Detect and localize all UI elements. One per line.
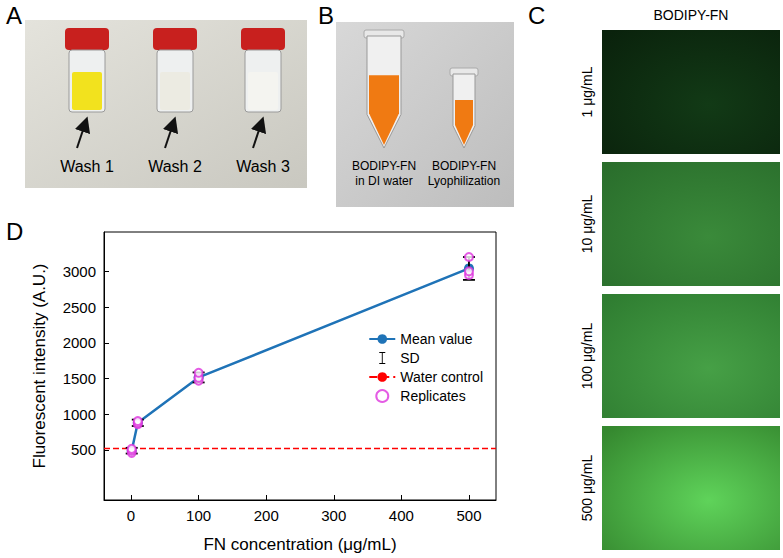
svg-text:1500: 1500: [63, 370, 96, 387]
svg-text:100 μg/mL: 100 μg/mL: [579, 323, 595, 390]
svg-text:500 μg/mL: 500 μg/mL: [579, 455, 595, 522]
svg-text:BODIPY-FN: BODIPY-FN: [432, 159, 496, 173]
svg-text:A: A: [6, 2, 22, 29]
svg-text:D: D: [6, 218, 23, 245]
svg-text:Replicates: Replicates: [400, 388, 465, 404]
svg-text:10 μg/mL: 10 μg/mL: [579, 194, 595, 253]
svg-text:1 μg/mL: 1 μg/mL: [579, 66, 595, 117]
svg-text:Lyophilization: Lyophilization: [428, 174, 500, 188]
svg-text:Wash 3: Wash 3: [236, 158, 290, 175]
svg-text:Water control: Water control: [400, 369, 483, 385]
svg-text:3000: 3000: [63, 263, 96, 280]
svg-text:400: 400: [389, 507, 414, 524]
svg-text:200: 200: [254, 507, 279, 524]
svg-text:Fluorescent intensity (A.U.): Fluorescent intensity (A.U.): [30, 263, 49, 468]
svg-text:BODIPY-FN: BODIPY-FN: [352, 159, 416, 173]
svg-text:500: 500: [71, 441, 96, 458]
svg-text:C: C: [528, 2, 545, 29]
svg-text:2000: 2000: [63, 334, 96, 351]
svg-text:0: 0: [127, 507, 135, 524]
svg-text:2500: 2500: [63, 299, 96, 316]
svg-text:BODIPY-FN: BODIPY-FN: [654, 7, 729, 23]
svg-text:SD: SD: [400, 350, 419, 366]
svg-text:FN concentration (μg/mL): FN concentration (μg/mL): [203, 535, 396, 554]
svg-text:1000: 1000: [63, 406, 96, 423]
svg-text:Wash 2: Wash 2: [148, 158, 202, 175]
svg-text:500: 500: [456, 507, 481, 524]
svg-text:in DI water: in DI water: [355, 174, 412, 188]
svg-text:B: B: [318, 2, 334, 29]
svg-text:100: 100: [186, 507, 211, 524]
svg-text:300: 300: [321, 507, 346, 524]
svg-text:Mean value: Mean value: [400, 331, 473, 347]
svg-text:Wash 1: Wash 1: [60, 158, 114, 175]
